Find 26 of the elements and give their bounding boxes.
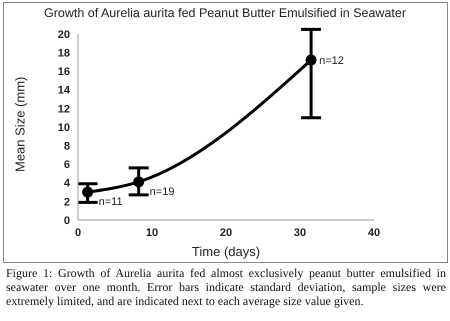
y-tick-label: 2 (64, 196, 70, 208)
point (133, 176, 144, 188)
y-tick-label: 16 (58, 66, 70, 78)
y-tick-label: 8 (64, 140, 70, 153)
point (82, 186, 94, 198)
x-tick-label: 10 (146, 226, 158, 239)
y-tick-label: 18 (58, 48, 70, 60)
x-tick-label: 20 (220, 226, 232, 239)
y-tick-label: 12 (58, 103, 70, 116)
x-tick-label: 0 (74, 226, 82, 239)
x-tick-label: 30 (294, 226, 306, 239)
y-tick-label: 6 (64, 159, 70, 172)
annotation: n=12 (319, 55, 344, 68)
point (306, 54, 317, 66)
annotation: n=11 (98, 196, 123, 208)
annotation: n=19 (150, 186, 174, 198)
y-tick-label: 10 (58, 122, 70, 134)
x-axis-title: Time (days) (192, 244, 260, 259)
y-tick-label: 20 (58, 28, 70, 41)
caption: Figure 1: Growth of Aurelia aurita fed almost exclusively peanut butter emulsified in seawater over one month. Error bars indicate standard deviation, sample sizes were extremely limited, and are indicated next to each average size value given. (6, 266, 446, 308)
y-tick-label: 14 (58, 84, 71, 97)
y-axis-title: Mean Size (mm) (12, 76, 28, 172)
chart-title: Growth of Aurelia aurita fed Peanut Butter Emulsified in Seawater (43, 6, 407, 20)
x-tick-label: 40 (368, 226, 380, 239)
y-tick-label: 4 (64, 178, 71, 190)
y-tick-label: 0 (64, 214, 70, 227)
